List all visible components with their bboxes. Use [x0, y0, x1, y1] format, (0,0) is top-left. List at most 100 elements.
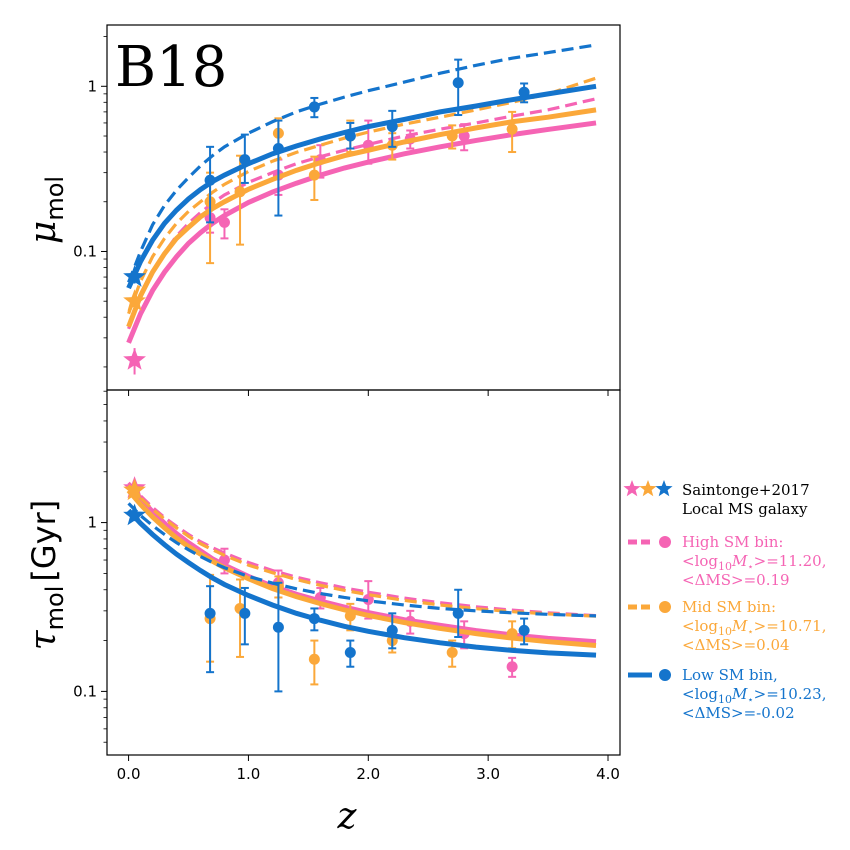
mu-high-sm-binmodel-solid-line: [126, 120, 597, 344]
panel-mu-mol: 0.11 B18 μmol: [23, 24, 621, 396]
legend-mid-star-sub: ⋆: [747, 627, 753, 638]
tau-mid-sm-bindata-point: [446, 646, 458, 658]
legend-mid-line3: <ΔMS>=0.04: [682, 636, 790, 654]
tau-mid-sm-binmodel-solid-line: [126, 488, 597, 649]
tau-mid-sm-bindata-point: [308, 653, 320, 665]
x-tick-label: 3.0: [476, 765, 500, 783]
legend-mid-marker: [659, 601, 671, 613]
legend-low-value: >=10.23,: [754, 685, 827, 703]
mu-low-sm-bindata-point: [344, 130, 356, 142]
mu-mid-sm-bindata-point: [506, 123, 518, 135]
y-tick-label: 1: [87, 514, 97, 532]
legend-high-log-sub: 10: [718, 560, 732, 573]
y-axis-label-mu-main: μ: [23, 221, 64, 244]
y-axis-label-tau-sub: mol: [41, 586, 69, 631]
top-ticks: 0.11: [73, 36, 609, 396]
legend-low-line1: Low SM bin,: [682, 666, 778, 684]
tau-low-sm-binstar-marker: [123, 503, 146, 526]
legend-mid-log: <log: [682, 617, 718, 635]
legend-high-log: <log: [682, 552, 718, 570]
tau-low-sm-bindata-point: [204, 607, 216, 619]
legend-mid-line1: Mid SM bin:: [682, 598, 776, 616]
x-tick-label: 0.0: [117, 765, 141, 783]
y-axis-label-tau-unit: [Gyr]: [25, 500, 63, 582]
mu-low-sm-bindata-point: [518, 86, 530, 98]
mu-mid-sm-binmodel-solid-line: [126, 107, 597, 328]
legend-mid-line2: <log10M⋆>=10.71,: [682, 617, 826, 638]
legend-saintonge-line2: Local MS galaxy: [682, 500, 808, 518]
tau-series-group: [123, 476, 597, 693]
mu-high-sm-binstar-marker: [123, 348, 146, 370]
legend-high-marker: [659, 536, 671, 548]
tau-low-sm-binmodel-solid-line: [126, 508, 597, 658]
legend-mid-value: >=10.71,: [754, 617, 827, 635]
tau-high-sm-bindata-point: [218, 554, 230, 566]
legend-mid-log-sub: 10: [718, 625, 732, 638]
tau-mid-sm-bindata-point: [344, 610, 356, 622]
y-tick-label: 0.1: [73, 682, 97, 700]
tau-mid-sm-binstar-marker: [123, 478, 146, 501]
mu-mid-sm-bindata-point: [234, 186, 246, 198]
legend-high-M: M: [731, 552, 748, 570]
tau-high-sm-bindata-point: [506, 661, 518, 673]
legend-star-icon: [655, 480, 673, 497]
tau-low-sm-bindata-point: [308, 613, 320, 625]
legend-mid-sm: Mid SM bin: <log10M⋆>=10.71, <ΔMS>=0.04: [628, 598, 826, 654]
mu-high-sm-bindata-point: [458, 130, 470, 142]
legend-low-line3: <ΔMS>=-0.02: [682, 704, 795, 722]
legend-low-star-sub: ⋆: [747, 695, 753, 706]
mu-mid-sm-bindata-point: [446, 130, 458, 142]
x-tick-label: 2.0: [356, 765, 380, 783]
legend-high-line3: <ΔMS>=0.19: [682, 571, 790, 589]
y-tick-label: 1: [87, 77, 97, 95]
mu-mid-sm-bindata-point: [308, 169, 320, 181]
tau-low-sm-bindata-point: [452, 607, 464, 619]
mu-series-group: [123, 43, 597, 375]
y-tick-label: 0.1: [73, 242, 97, 260]
legend-saintonge: Saintonge+2017 Local MS galaxy: [623, 480, 810, 518]
legend-low-M: M: [731, 685, 748, 703]
mu-mid-sm-binmodel-dashed-line: [127, 76, 597, 315]
legend-high-star-sub: ⋆: [747, 562, 753, 573]
x-axis-label: z: [337, 796, 358, 837]
legend-high-sm: High SM bin: <log10M⋆>=11.20, <ΔMS>=0.19: [628, 533, 826, 589]
tau-mid-sm-binmodel-dashed-line: [127, 484, 597, 618]
mu-low-sm-bindata-point: [204, 174, 216, 186]
legend-saintonge-line1: Saintonge+2017: [682, 481, 810, 499]
mu-low-sm-binmodel-solid-line: [126, 83, 597, 290]
mu-low-sm-bindata-point: [308, 101, 320, 113]
tau-low-sm-bindata-point: [344, 646, 356, 658]
mu-low-sm-bindata-point: [452, 77, 464, 89]
bottom-axes-frame: [106, 389, 621, 756]
legend-low-marker: [659, 669, 671, 681]
panel-tau-mol: 0.0 1.0 2.0 3.0 4.0 0.1 1 τmol [Gyr] z: [23, 389, 621, 837]
tau-high-sm-binmodel-dashed-line: [127, 481, 597, 618]
tau-low-sm-bindata-point: [239, 607, 251, 619]
legend-low-log: <log: [682, 685, 718, 703]
legend-low-log-sub: 10: [718, 693, 732, 706]
legend-high-line1: High SM bin:: [682, 533, 783, 551]
y-axis-label-mu-sub: mol: [41, 176, 69, 221]
tau-low-sm-bindata-point: [386, 624, 398, 636]
mu-low-sm-binmodel-dashed-line: [127, 43, 597, 283]
mu-low-sm-bindata-point: [239, 154, 251, 166]
tau-low-sm-bindata-point: [518, 624, 530, 636]
x-tick-label: 1.0: [237, 765, 261, 783]
mu-low-sm-bindata-point: [386, 121, 398, 133]
y-axis-label-tau: τmol [Gyr]: [23, 500, 69, 651]
x-tick-label: 4.0: [596, 765, 620, 783]
tau-high-sm-bindata-point: [362, 594, 374, 606]
tau-low-sm-binmodel-dashed-line: [127, 502, 597, 618]
legend-high-value: >=11.20,: [754, 552, 827, 570]
y-axis-label-tau-main: τ: [23, 629, 64, 650]
y-axis-label-mu: μmol: [23, 176, 69, 244]
bottom-ticks: 0.0 1.0 2.0 3.0 4.0 0.1 1: [73, 390, 620, 783]
legend-star-icon: [623, 480, 641, 497]
legend: Saintonge+2017 Local MS galaxy High SM b…: [623, 480, 826, 722]
mu-low-sm-bindata-point: [272, 143, 284, 155]
mu-mid-sm-binstar-marker: [123, 289, 146, 311]
panel-label: B18: [115, 35, 227, 100]
legend-low-sm: Low SM bin, <log10M⋆>=10.23, <ΔMS>=-0.02: [628, 666, 826, 722]
legend-star-icon: [639, 480, 657, 497]
